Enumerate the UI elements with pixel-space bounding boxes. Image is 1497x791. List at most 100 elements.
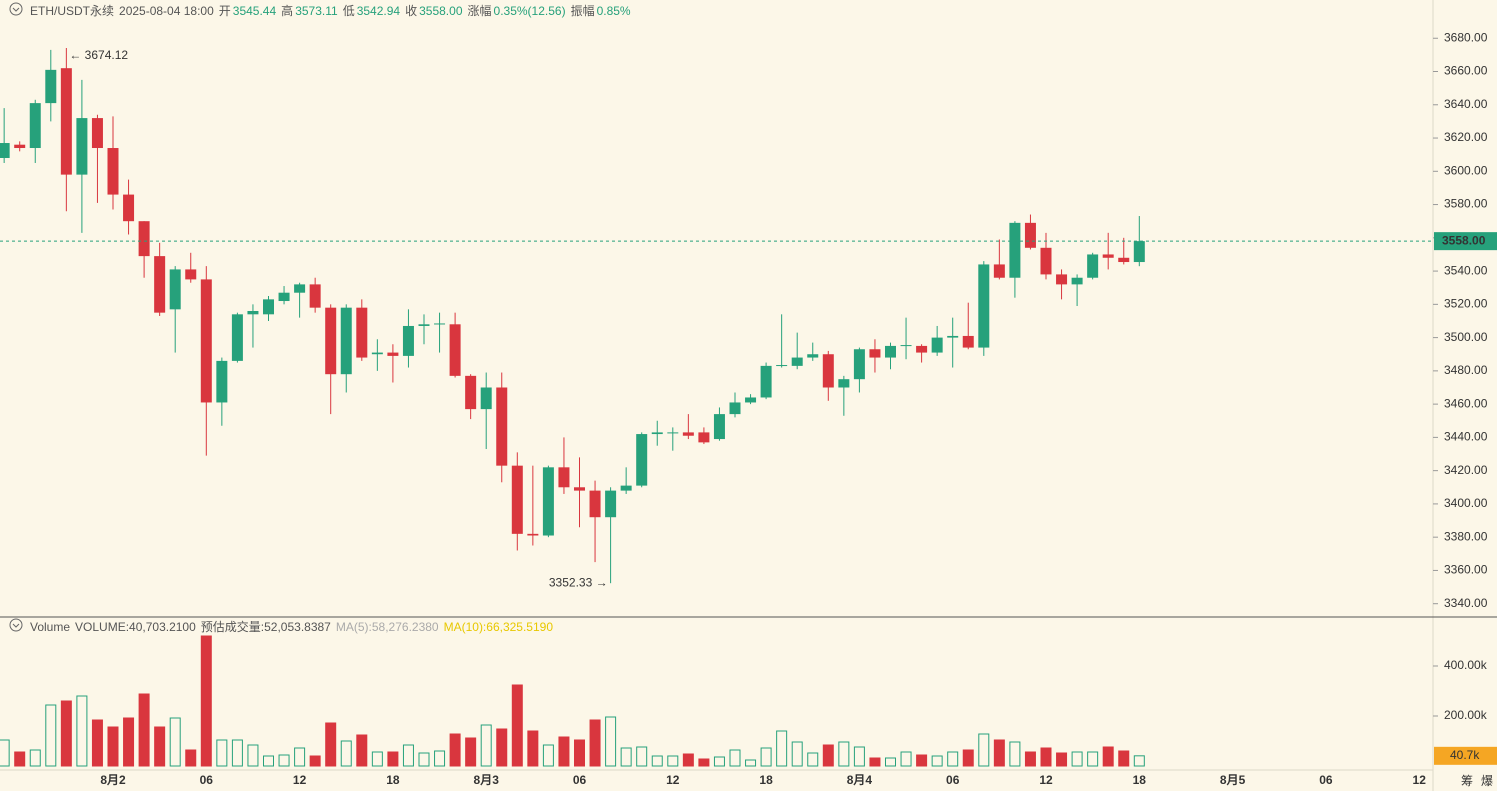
volume-bar (29, 749, 41, 767)
candle-body (231, 314, 243, 361)
volume-bar (931, 755, 943, 767)
toolbar-button[interactable]: 筹 (1461, 774, 1473, 788)
y-tick-label: 3520.00 (1444, 297, 1488, 311)
volume-bar (185, 749, 197, 767)
candle-body (838, 379, 850, 388)
x-tick-label: 06 (1319, 773, 1333, 787)
candle-body (387, 352, 399, 356)
y-tick-label: 400.00k (1444, 658, 1488, 672)
volume-bar (402, 744, 414, 767)
candle-body (449, 324, 461, 376)
candle-body (1133, 241, 1145, 263)
candle-body (60, 68, 72, 175)
candle-body (29, 103, 41, 149)
candle-body (123, 194, 135, 222)
y-tick-label: 3440.00 (1444, 430, 1488, 444)
candle-body (340, 307, 352, 375)
candle-body (853, 349, 865, 380)
volume-bar (636, 746, 648, 767)
candle-body (45, 69, 57, 104)
candle-body (745, 397, 757, 403)
volume-bar (1102, 746, 1114, 767)
field-label: 振幅 (570, 4, 595, 18)
low-annotation: 3352.33 → (549, 575, 608, 589)
y-tick-label: 3540.00 (1444, 263, 1488, 277)
volume-bar (216, 739, 228, 767)
collapse-icon-arrow (12, 7, 20, 12)
volume-bar (574, 739, 585, 767)
last-volume-box (1434, 746, 1497, 765)
volume-bar (1009, 741, 1021, 767)
last-price-label: 3558.00 (1442, 233, 1486, 247)
candle-body (278, 292, 290, 302)
y-tick-label: 3660.00 (1444, 64, 1488, 78)
volume-bar (558, 736, 570, 767)
volume-bar (838, 741, 850, 767)
candle-body (496, 387, 508, 466)
volume-bar (76, 695, 88, 767)
candle-body (0, 143, 10, 158)
volume-bar (885, 757, 896, 767)
candle-body (822, 354, 834, 388)
volume-bar (993, 739, 1005, 767)
collapse-icon[interactable] (9, 618, 23, 632)
volume-bar (340, 740, 352, 767)
volume-bar (371, 751, 383, 767)
time: 2025-08-04 18:00 (119, 4, 214, 18)
volume-bar (231, 739, 243, 767)
volume-bar (729, 749, 741, 767)
volume-bar (387, 751, 399, 767)
collapse-icon[interactable] (9, 2, 23, 16)
x-tick-label: 18 (386, 773, 400, 787)
volume-bar (1133, 755, 1145, 767)
candle-body (91, 118, 103, 149)
candle-body (713, 414, 725, 440)
toolbar-button[interactable]: 爆 (1481, 774, 1493, 788)
candle-body (527, 533, 539, 536)
candle-body (900, 345, 912, 347)
volume-bar (589, 719, 601, 767)
y-tick-label: 3400.00 (1444, 496, 1488, 510)
volume-bar (791, 741, 803, 767)
candle-body (138, 221, 150, 257)
volume-bar (822, 744, 834, 767)
candle-body (294, 284, 306, 293)
volume-bar (91, 719, 103, 767)
y-tick-label: 3340.00 (1444, 596, 1488, 610)
volume-bar (169, 717, 181, 767)
volume-bar (807, 752, 819, 767)
y-tick-label: 3380.00 (1444, 529, 1488, 543)
volume-bar (60, 700, 72, 767)
candle-body (434, 323, 446, 325)
volume-bar (900, 751, 912, 767)
candle-body (776, 365, 788, 367)
candle-body (76, 118, 88, 175)
volume-stat: MA(5):58,276.2380 (335, 620, 439, 634)
field-label: 开 (218, 4, 231, 18)
candle-body (605, 490, 617, 518)
x-tick-label: 8月5 (1220, 773, 1246, 787)
candle-body (993, 264, 1005, 278)
candle-body (1024, 222, 1036, 248)
candle-body (729, 402, 741, 415)
candle-body (200, 279, 212, 403)
y-tick-label: 200.00k (1444, 708, 1488, 722)
volume-title: Volume (30, 620, 71, 634)
volume-bar (294, 747, 306, 767)
candle-body (636, 434, 648, 486)
volume-bar (14, 751, 26, 767)
candle-body (309, 284, 321, 308)
volume-bar (760, 747, 772, 767)
volume-bar (1071, 751, 1083, 767)
volume-stat: 预估成交量:52,053.8387 (200, 620, 331, 634)
x-tick-label: 06 (200, 773, 214, 787)
collapse-icon-arrow (12, 623, 20, 628)
y-tick-label: 3480.00 (1444, 363, 1488, 377)
volume-bar (605, 716, 617, 767)
volume-bar (434, 750, 446, 767)
candle-body (978, 264, 990, 348)
x-tick-label: 12 (1413, 773, 1427, 787)
candle-body (1056, 274, 1068, 285)
volume-bar (713, 756, 725, 767)
